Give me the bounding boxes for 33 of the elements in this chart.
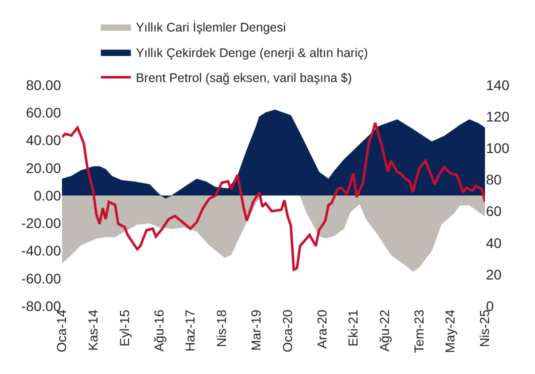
x-tick-label: Eyl-15 (116, 310, 132, 346)
x-tick-label: Ağu-22 (376, 310, 392, 352)
y-tick-label: 0.00 (34, 187, 62, 204)
y2-tick-label: 60 (486, 203, 502, 220)
x-tick-label: Nis-25 (477, 310, 492, 348)
line-series (62, 122, 485, 271)
y2-tick-label: 80 (486, 172, 502, 188)
x-tick-label: Kas-14 (86, 310, 101, 351)
x-tick-label: Eki-21 (346, 310, 361, 346)
x-tick-label: Ara-20 (314, 310, 330, 349)
y2-tick-label: 100 (486, 140, 510, 156)
x-tick-label: Haz-17 (182, 310, 198, 352)
x-tick-label: Mar-19 (248, 310, 264, 351)
y2-tick-label: 40 (486, 234, 502, 251)
y-tick-label: -40.00 (21, 242, 62, 259)
y-tick-label: -60.00 (21, 270, 62, 286)
y2-tick-label: 120 (486, 108, 510, 124)
y-tick-label: 40.00 (26, 132, 62, 148)
y-tick-label: 80.00 (26, 76, 62, 93)
y-tick-label: 60.00 (26, 104, 62, 121)
y-tick-label: 20.00 (26, 160, 62, 176)
x-tick-label: May-24 (442, 310, 458, 353)
y2-tick-label: 140 (486, 76, 510, 93)
x-tick-label: Nis-18 (214, 310, 229, 348)
x-tick-label: Oca-20 (280, 310, 295, 352)
x-tick-label: Oca-14 (54, 310, 70, 352)
x-tick-label: Tem-23 (411, 310, 426, 353)
y-tick-label: -20.00 (21, 215, 62, 232)
x-tick-label: Ağu-16 (151, 310, 166, 352)
legend-label: Yıllık Cari İşlemler Dengesi (136, 20, 286, 35)
legend-label: Yıllık Çekirdek Denge (enerji & altın hariç) (136, 46, 368, 60)
legend-label: Brent Petrol (sağ eksen, varil başına $) (136, 71, 352, 86)
y2-tick-label: 20 (486, 266, 502, 282)
